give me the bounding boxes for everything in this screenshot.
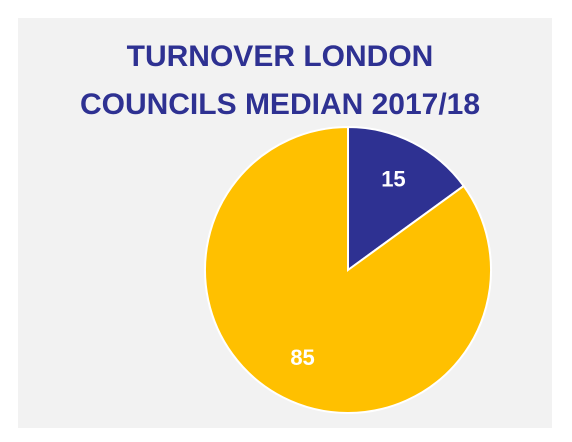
pie-slice	[347, 125, 466, 272]
chart-title: TURNOVER LONDON	[127, 40, 434, 73]
data-label: 15	[381, 167, 405, 192]
pie-slice	[204, 125, 492, 414]
chart-title: COUNCILS MEDIAN 2017/18	[80, 88, 480, 121]
data-label: 85	[290, 345, 314, 370]
